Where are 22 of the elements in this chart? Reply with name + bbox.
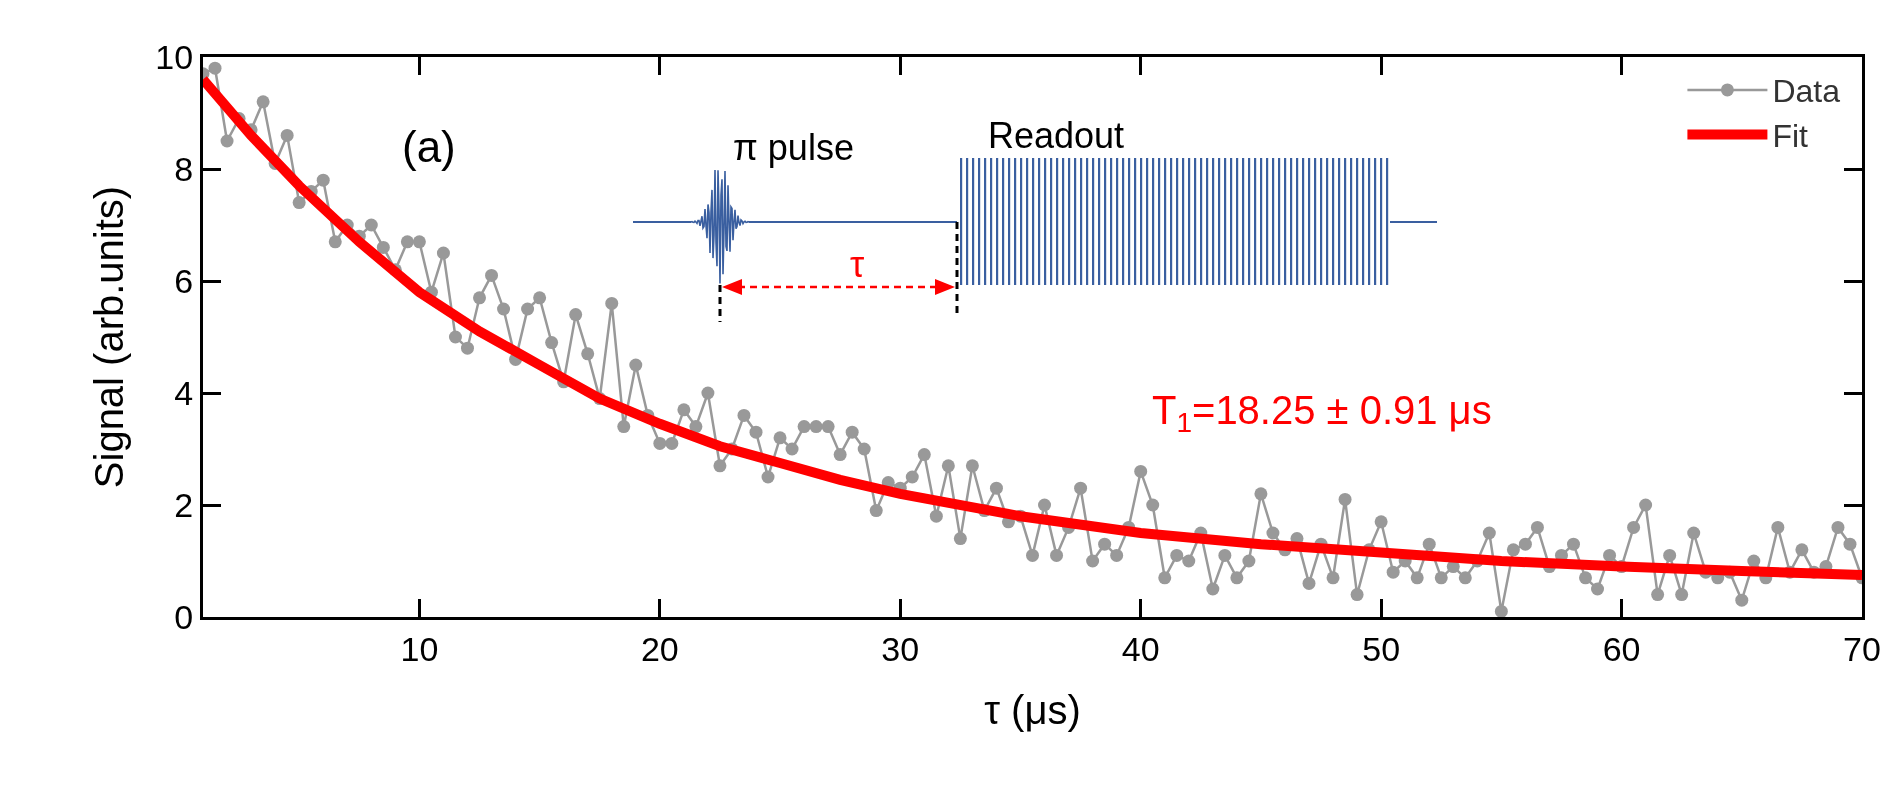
- y-tick-label: 10: [155, 37, 194, 76]
- x-tick-label: 70: [1843, 629, 1881, 668]
- annotation: T$_{1}$=18.25 ± 0.91 μs: [1152, 388, 1492, 439]
- legend-label: Data: [1772, 73, 1841, 110]
- x-axis-title: τ (μs): [984, 688, 1081, 733]
- y-axis-title: Signal (arb.units): [86, 185, 131, 489]
- y-tick-label: 0: [174, 597, 194, 636]
- y-tick-label: 4: [174, 373, 194, 412]
- y-tick-label: 6: [174, 261, 194, 300]
- y-tick-label: 2: [174, 485, 194, 524]
- x-tick-label: 10: [400, 629, 439, 668]
- y-tick-label: 8: [174, 149, 194, 188]
- x-tick-label: 30: [881, 629, 920, 668]
- x-tick-label: 20: [640, 629, 679, 668]
- annotation: Readout: [988, 115, 1125, 156]
- x-tick-label: 60: [1602, 629, 1641, 668]
- annotation: π pulse: [733, 127, 854, 168]
- annotation: τ: [850, 244, 865, 285]
- x-tick-label: 50: [1362, 629, 1401, 668]
- x-tick-label: 40: [1121, 629, 1160, 668]
- legend-label: Fit: [1772, 117, 1809, 154]
- annotation: (a): [402, 122, 456, 171]
